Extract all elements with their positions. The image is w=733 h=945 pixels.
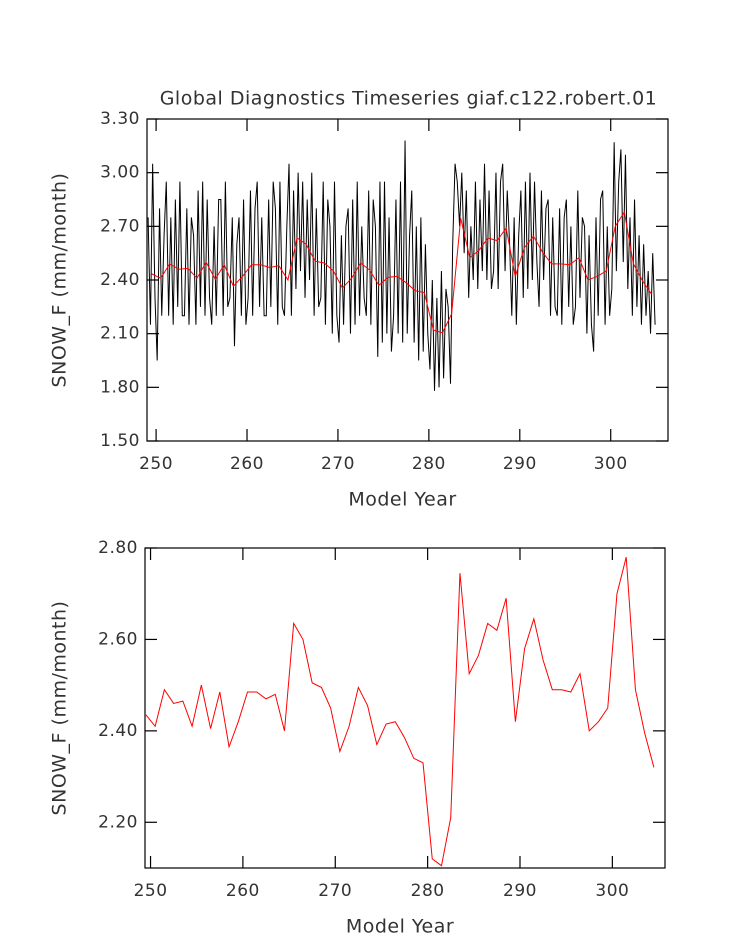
data-line [145,557,655,867]
y-tick-label: 2.40 [98,721,138,741]
x-tick-label: 270 [318,881,352,901]
y-tick-label: 1.80 [100,377,140,397]
x-tick-label: 260 [230,454,264,474]
x-tick-label: 280 [411,881,445,901]
data-line [147,140,656,391]
x-tick-label: 260 [226,881,260,901]
x-tick-label: 250 [139,454,173,474]
x-tick-label: 300 [594,454,628,474]
x-tick-label: 270 [321,454,355,474]
x-tick-label: 280 [412,454,446,474]
x-tick-label: 300 [595,881,629,901]
y-tick-label: 2.10 [100,324,140,344]
x-tick-label: 290 [503,881,537,901]
y-tick-label: 2.60 [98,629,138,649]
x-axis-label: Model Year [346,916,454,938]
y-axis-label: SNOW_F (mm/month) [49,601,71,816]
x-tick-label: 250 [134,881,168,901]
chart-title: Global Diagnostics Timeseries giaf.c122.… [160,88,658,110]
y-axis-label: SNOW_F (mm/month) [49,173,71,388]
y-tick-label: 2.80 [98,538,138,558]
data-line [151,210,653,334]
x-tick-label: 290 [503,454,537,474]
x-axis-label: Model Year [348,489,456,511]
y-tick-label: 3.00 [100,163,140,183]
y-tick-label: 1.50 [100,431,140,451]
y-tick-label: 2.40 [100,270,140,290]
y-tick-label: 3.30 [100,109,140,129]
y-tick-label: 2.20 [98,812,138,832]
plot-frame [144,547,666,869]
y-tick-label: 2.70 [100,216,140,236]
